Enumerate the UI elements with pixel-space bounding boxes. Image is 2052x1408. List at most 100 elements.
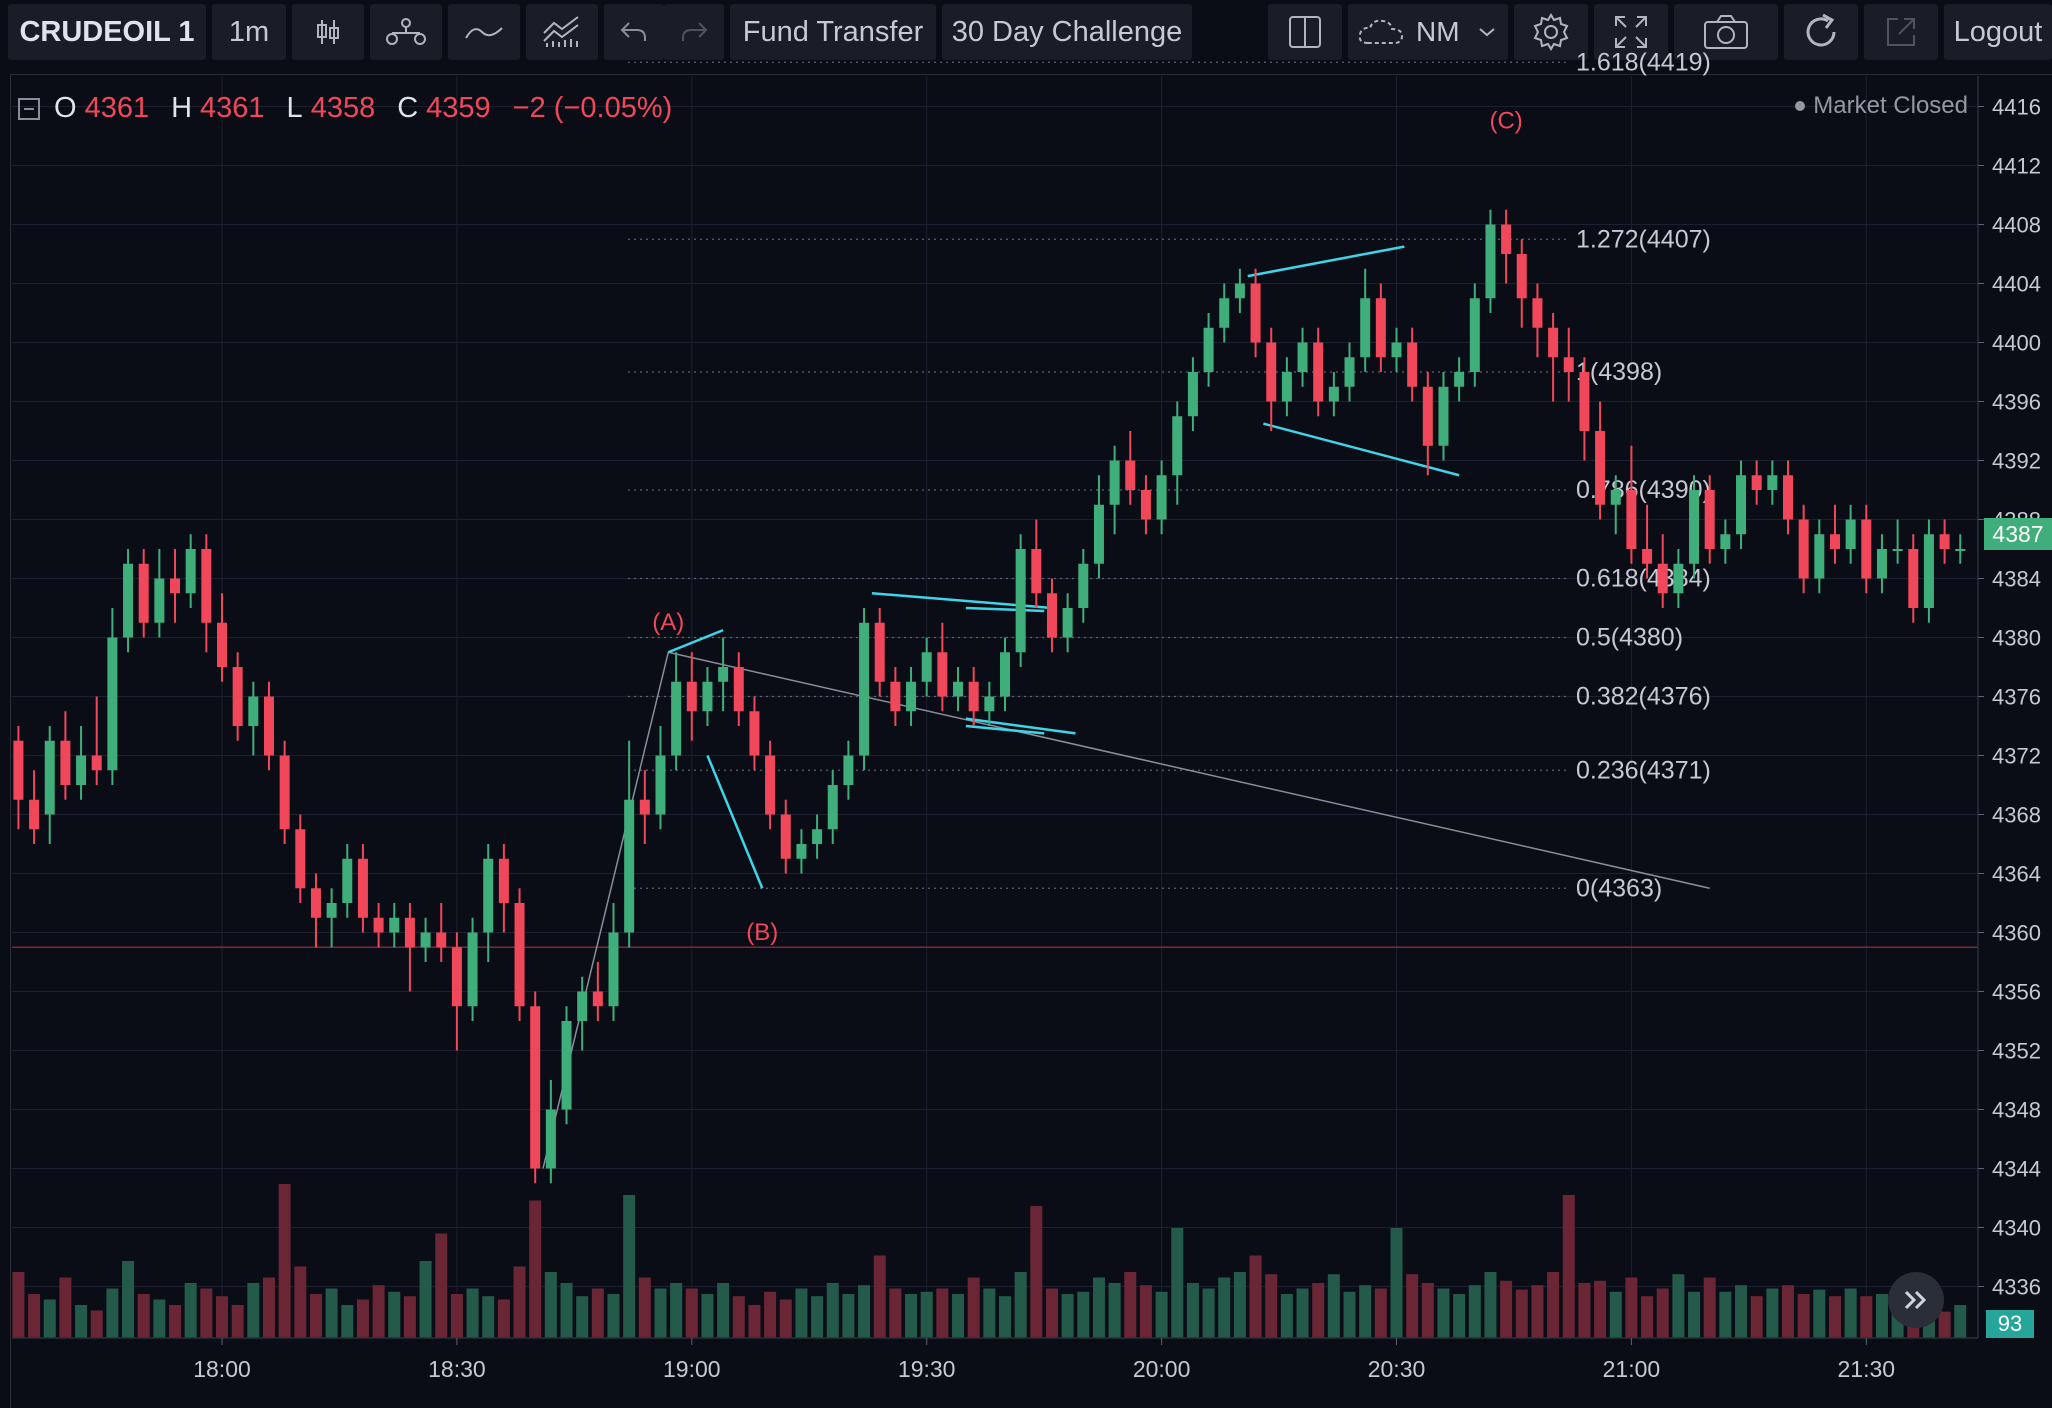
gear-icon[interactable] [1514, 4, 1588, 60]
price-tick-label: 4368 [1992, 803, 2041, 828]
volume-bar [873, 1255, 886, 1338]
refresh-icon[interactable] [1784, 4, 1858, 60]
candle-body [1736, 475, 1747, 535]
volume-bar [1265, 1274, 1278, 1338]
volume-bar [889, 1288, 902, 1338]
candle-body [1234, 283, 1245, 299]
candle-body [1908, 549, 1919, 608]
candle-body [1328, 386, 1339, 402]
volume-bar [842, 1294, 855, 1338]
candle-body [1000, 652, 1010, 697]
candle-body [1297, 342, 1308, 372]
candle-body [1203, 327, 1214, 372]
30-day-challenge-button[interactable]: 30 Day Challenge [942, 4, 1192, 60]
volume-bar [341, 1305, 354, 1338]
candle-body [342, 858, 353, 903]
candle-body [76, 755, 87, 785]
candle-body [561, 1021, 572, 1110]
candle-body [1532, 298, 1543, 328]
indicators-icon[interactable] [370, 4, 442, 60]
candle-body [1626, 490, 1637, 549]
volume-bar [638, 1277, 651, 1338]
compare-line-icon[interactable] [448, 4, 520, 60]
candle-body [279, 755, 290, 830]
candle-body [1078, 563, 1089, 608]
candle-body [1015, 549, 1026, 653]
fullscreen-icon[interactable] [1594, 4, 1668, 60]
volume-bar [1625, 1277, 1638, 1338]
candle-body [624, 799, 635, 933]
candle-body [765, 755, 776, 815]
price-tick-label: 4416 [1992, 95, 2041, 120]
volume-bar [1656, 1288, 1669, 1338]
last-price-badge: 4387 [1984, 518, 2052, 551]
candle-body [1516, 254, 1527, 299]
time-tick-label: 20:30 [1368, 1356, 1426, 1382]
volume-bar [435, 1233, 448, 1338]
fib-level-label: 0.382(4376) [1576, 683, 1711, 711]
candle-body [1548, 327, 1559, 358]
volume-bar [1766, 1288, 1779, 1338]
time-tick-label: 21:30 [1838, 1356, 1896, 1382]
volume-bar [1061, 1294, 1074, 1338]
candle-body [1438, 386, 1449, 446]
cyan-trendline [965, 606, 1045, 613]
volume-bar [1954, 1305, 1967, 1338]
volume-bar [1233, 1272, 1246, 1338]
price-axis-bg [1978, 76, 2052, 1338]
scroll-to-realtime-button[interactable] [1888, 1272, 1944, 1328]
candle-body [1767, 475, 1778, 490]
change-value: −2 (−0.05%) [512, 92, 673, 124]
volume-bar [544, 1272, 557, 1338]
candle-body [1579, 372, 1590, 431]
volume-bar [983, 1288, 996, 1338]
layout-name-label: NM [1416, 16, 1460, 47]
wave-label: (B) [746, 919, 778, 946]
candle-body [1422, 386, 1433, 446]
logout-button[interactable]: Logout [1944, 4, 2052, 60]
popout-icon[interactable] [1864, 4, 1938, 60]
candle-body [1814, 534, 1825, 579]
templates-icon[interactable] [526, 4, 598, 60]
candle-body [1704, 490, 1715, 549]
candles-icon[interactable] [292, 4, 364, 60]
candle-body [545, 1109, 556, 1169]
volume-bar [278, 1184, 291, 1338]
volume-bar [1562, 1195, 1575, 1338]
volume-bar [529, 1200, 542, 1338]
time-tick-label: 18:00 [193, 1356, 251, 1382]
market-status-label: Market Closed [1813, 92, 1968, 119]
camera-icon[interactable] [1674, 4, 1778, 60]
volume-bar [1735, 1285, 1748, 1338]
candle-body [1485, 224, 1496, 299]
undo-icon[interactable] [604, 4, 664, 60]
candle-body [467, 932, 478, 1007]
symbol-button[interactable]: CRUDEOIL 1 [8, 4, 206, 60]
volume-bar [403, 1296, 416, 1338]
collapse-icon[interactable] [18, 97, 40, 120]
close-label: C [397, 92, 419, 124]
candle-body [185, 549, 196, 594]
volume-bar [153, 1299, 166, 1338]
market-status: Market Closed [1795, 92, 1968, 120]
candle-body [248, 696, 259, 726]
candle-body [1250, 283, 1261, 343]
fib-level-label: 1.272(4407) [1576, 225, 1711, 253]
time-tick-label: 20:00 [1133, 1356, 1191, 1382]
candle-body [357, 858, 368, 918]
fund-transfer-button[interactable]: Fund Transfer [730, 4, 936, 60]
candle-body [44, 740, 55, 815]
layout-name-menu[interactable]: NM [1348, 4, 1508, 60]
cyan-trendline [706, 755, 764, 889]
redo-icon[interactable] [664, 4, 724, 60]
volume-bar [1124, 1272, 1137, 1338]
volume-bar [231, 1305, 244, 1338]
interval-button[interactable]: 1m [212, 4, 286, 60]
chart-frame[interactable] [10, 74, 2052, 1408]
volume-bar [1437, 1288, 1450, 1338]
volume-bar [1421, 1283, 1434, 1338]
candle-body [1281, 372, 1292, 402]
candle-body [1610, 490, 1621, 505]
layout-icon[interactable] [1268, 4, 1342, 60]
